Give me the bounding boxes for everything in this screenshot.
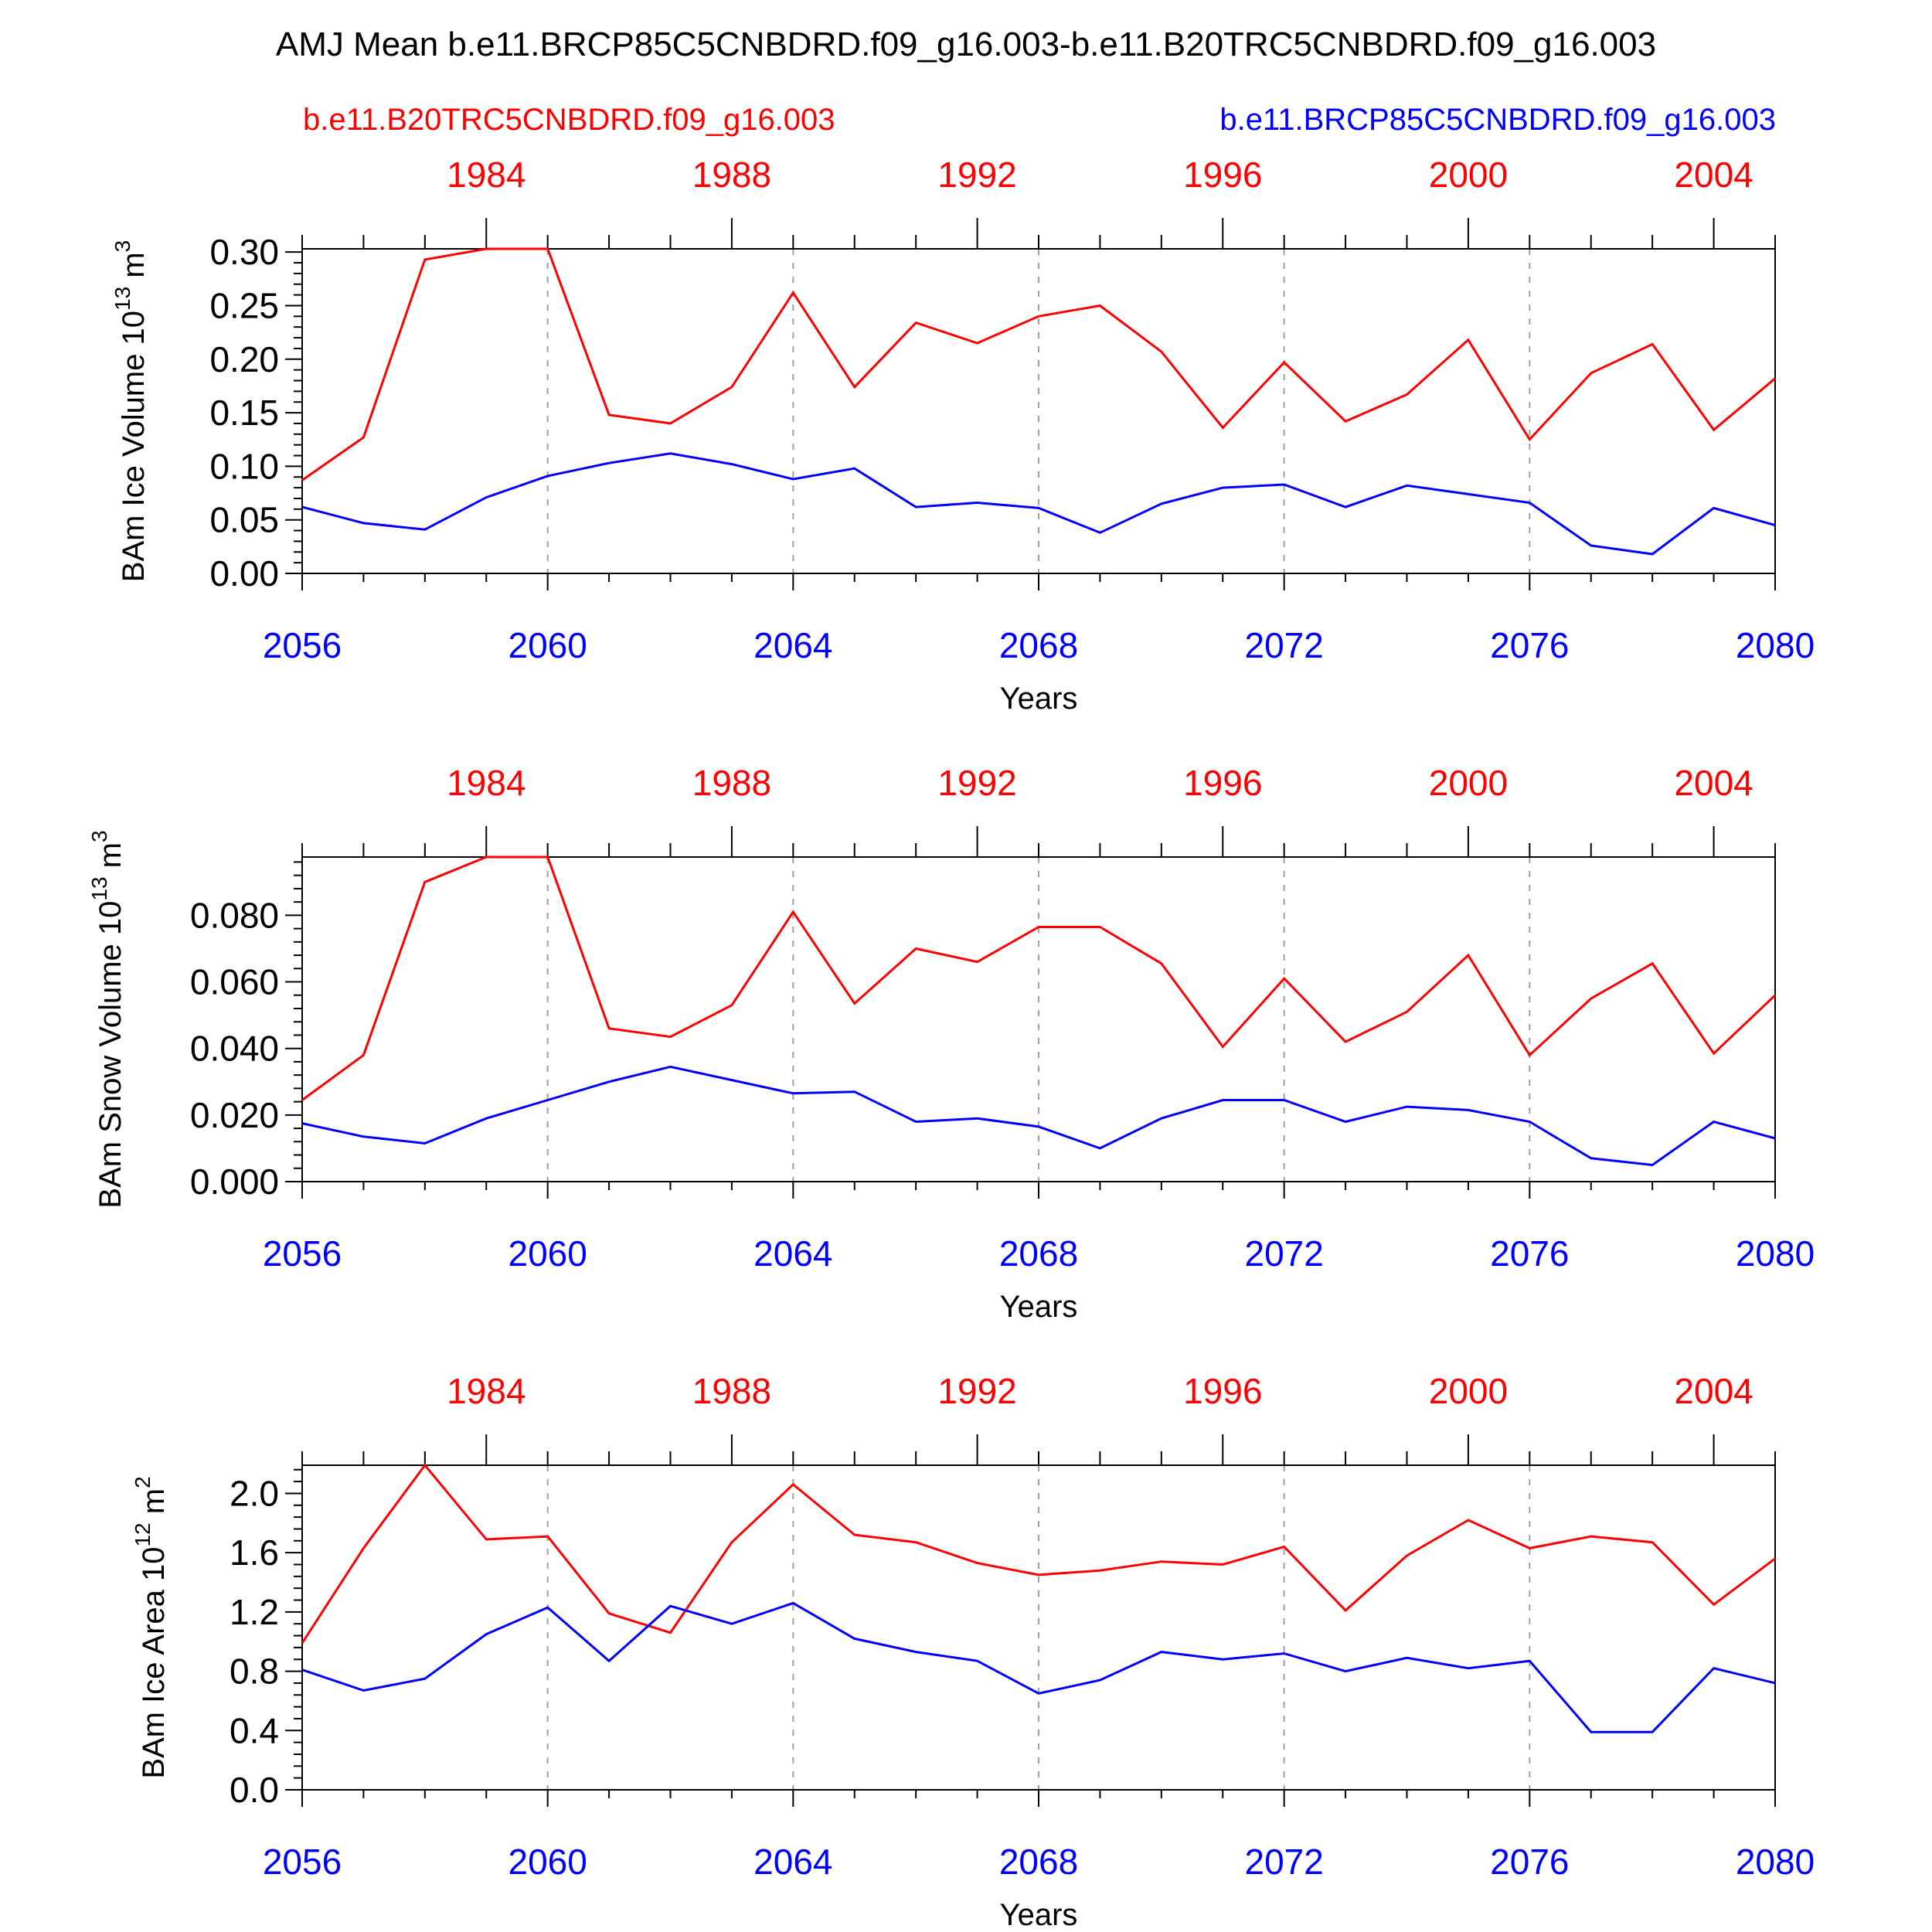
top-tick-label: 2000 bbox=[1429, 763, 1508, 803]
y-tick-label: 0.25 bbox=[209, 285, 279, 325]
y-tick-label: 0.000 bbox=[190, 1162, 279, 1202]
y-tick-label: 0.20 bbox=[209, 339, 279, 379]
bottom-tick-label: 2068 bbox=[999, 625, 1078, 665]
bottom-tick-label: 2080 bbox=[1736, 1233, 1815, 1274]
left-subtitle: b.e11.B20TRC5CNBDRD.f09_g16.003 bbox=[303, 103, 835, 137]
top-tick-label: 1996 bbox=[1183, 155, 1262, 195]
top-tick-label: 1988 bbox=[692, 763, 771, 803]
top-tick-label: 2004 bbox=[1674, 1371, 1753, 1411]
x-axis-label: Years bbox=[1000, 1898, 1078, 1932]
series-line-red bbox=[301, 1463, 1776, 1644]
right-subtitle: b.e11.BRCP85C5CNBDRD.f09_g16.003 bbox=[1219, 103, 1776, 137]
y-axis-label-text: BAm Ice Volume 10 bbox=[117, 311, 151, 582]
y-axis-label-exponent: 13 bbox=[87, 876, 111, 900]
y-axis-label-unit: m bbox=[94, 842, 128, 876]
bottom-tick-label: 2076 bbox=[1490, 1842, 1569, 1882]
panels: 0.00 0.05 0.10 0.15 0.20 0.25 0.30 2056 2060 2064… bbox=[87, 155, 1815, 1932]
bottom-tick-label: 2064 bbox=[753, 1842, 832, 1882]
top-tick-label: 1988 bbox=[692, 155, 771, 195]
plot-frame bbox=[301, 856, 1776, 1182]
y-tick-label: 0.8 bbox=[230, 1651, 279, 1692]
top-tick-label: 1996 bbox=[1183, 1371, 1262, 1411]
bottom-tick-label: 2068 bbox=[999, 1842, 1078, 1882]
top-tick-label: 1992 bbox=[937, 155, 1016, 195]
y-tick-label: 1.6 bbox=[230, 1532, 279, 1573]
series-line-blue bbox=[301, 1601, 1776, 1733]
y-axis-label-exponent: 13 bbox=[111, 287, 134, 311]
y-tick-label: 0.080 bbox=[190, 895, 279, 935]
y-axis-label: BAm Snow Volume 1013 m3 bbox=[87, 830, 128, 1208]
top-tick-label: 1992 bbox=[937, 1371, 1016, 1411]
figure-title: AMJ Mean b.e11.BRCP85C5CNBDRD.f09_g16.00… bbox=[276, 26, 1656, 63]
series-line-blue bbox=[301, 1065, 1776, 1167]
bottom-tick-label: 2056 bbox=[263, 625, 342, 665]
y-axis-label-unit-exponent: 3 bbox=[111, 240, 134, 253]
series-line-blue bbox=[301, 452, 1776, 556]
bottom-tick-label: 2060 bbox=[508, 1842, 587, 1882]
bottom-tick-label: 2060 bbox=[508, 625, 587, 665]
top-tick-label: 1992 bbox=[937, 763, 1016, 803]
top-tick-label: 1988 bbox=[692, 1371, 771, 1411]
bottom-tick-label: 2080 bbox=[1736, 625, 1815, 665]
plot-frame bbox=[301, 248, 1776, 574]
bottom-tick-label: 2080 bbox=[1736, 1842, 1815, 1882]
y-tick-label: 1.2 bbox=[230, 1592, 279, 1632]
x-axis-label: Years bbox=[1000, 1290, 1078, 1324]
y-tick-label: 0.05 bbox=[209, 500, 279, 540]
bottom-tick-label: 2072 bbox=[1244, 1842, 1323, 1882]
y-axis-label: BAm Ice Volume 1013 m3 bbox=[111, 240, 151, 582]
y-tick-label: 0.00 bbox=[209, 553, 279, 594]
x-axis-label: Years bbox=[1000, 682, 1078, 716]
y-axis-label: BAm Ice Area 1012 m2 bbox=[131, 1476, 171, 1778]
y-axis-label-unit-exponent: 2 bbox=[131, 1476, 155, 1488]
y-tick-label: 0.040 bbox=[190, 1029, 279, 1069]
top-tick-label: 2004 bbox=[1674, 155, 1753, 195]
y-axis-label-unit: m bbox=[137, 1488, 171, 1522]
top-tick-label: 2000 bbox=[1429, 1371, 1508, 1411]
bottom-tick-label: 2056 bbox=[263, 1233, 342, 1274]
y-axis-label-text: BAm Snow Volume 10 bbox=[94, 901, 128, 1209]
top-tick-label: 1984 bbox=[447, 1371, 526, 1411]
panel-3: 0.0 0.4 0.8 1.2 1.6 2.0 2056 2060 2064 2068 2072 20… bbox=[131, 1371, 1815, 1932]
series-line-red bbox=[301, 855, 1777, 1101]
bottom-tick-label: 2064 bbox=[753, 1233, 832, 1274]
series-line-red bbox=[301, 247, 1776, 481]
bottom-tick-label: 2072 bbox=[1244, 1233, 1323, 1274]
panel-2: 0.000 0.020 0.040 0.060 0.080 2056 2060 2064 206… bbox=[87, 763, 1815, 1324]
y-tick-label: 0.4 bbox=[230, 1710, 279, 1750]
plot-frame bbox=[301, 1464, 1776, 1791]
bottom-tick-label: 2056 bbox=[263, 1842, 342, 1882]
bottom-tick-label: 2072 bbox=[1244, 625, 1323, 665]
y-tick-label: 0.15 bbox=[209, 393, 279, 433]
y-axis-label-unit: m bbox=[117, 252, 151, 286]
top-tick-label: 1984 bbox=[447, 763, 526, 803]
y-axis-label-unit-exponent: 3 bbox=[87, 830, 111, 842]
y-tick-label: 0.10 bbox=[209, 446, 279, 486]
y-axis-label-text: BAm Ice Area 10 bbox=[137, 1547, 171, 1779]
top-tick-label: 1984 bbox=[447, 155, 526, 195]
bottom-tick-label: 2076 bbox=[1490, 1233, 1569, 1274]
bottom-tick-label: 2064 bbox=[753, 625, 832, 665]
y-tick-label: 0.060 bbox=[190, 962, 279, 1002]
top-tick-label: 2004 bbox=[1674, 763, 1753, 803]
y-axis-label-exponent: 12 bbox=[131, 1522, 155, 1546]
bottom-tick-label: 2076 bbox=[1490, 625, 1569, 665]
panel-1: 0.00 0.05 0.10 0.15 0.20 0.25 0.30 2056 2060 2064… bbox=[111, 155, 1815, 716]
y-tick-label: 0.30 bbox=[209, 232, 279, 272]
y-tick-label: 0.0 bbox=[230, 1770, 279, 1810]
bottom-tick-label: 2068 bbox=[999, 1233, 1078, 1274]
y-tick-label: 0.020 bbox=[190, 1095, 279, 1135]
top-tick-label: 2000 bbox=[1429, 155, 1508, 195]
y-tick-label: 2.0 bbox=[230, 1473, 279, 1513]
bottom-tick-label: 2060 bbox=[508, 1233, 587, 1274]
top-tick-label: 1996 bbox=[1183, 763, 1262, 803]
